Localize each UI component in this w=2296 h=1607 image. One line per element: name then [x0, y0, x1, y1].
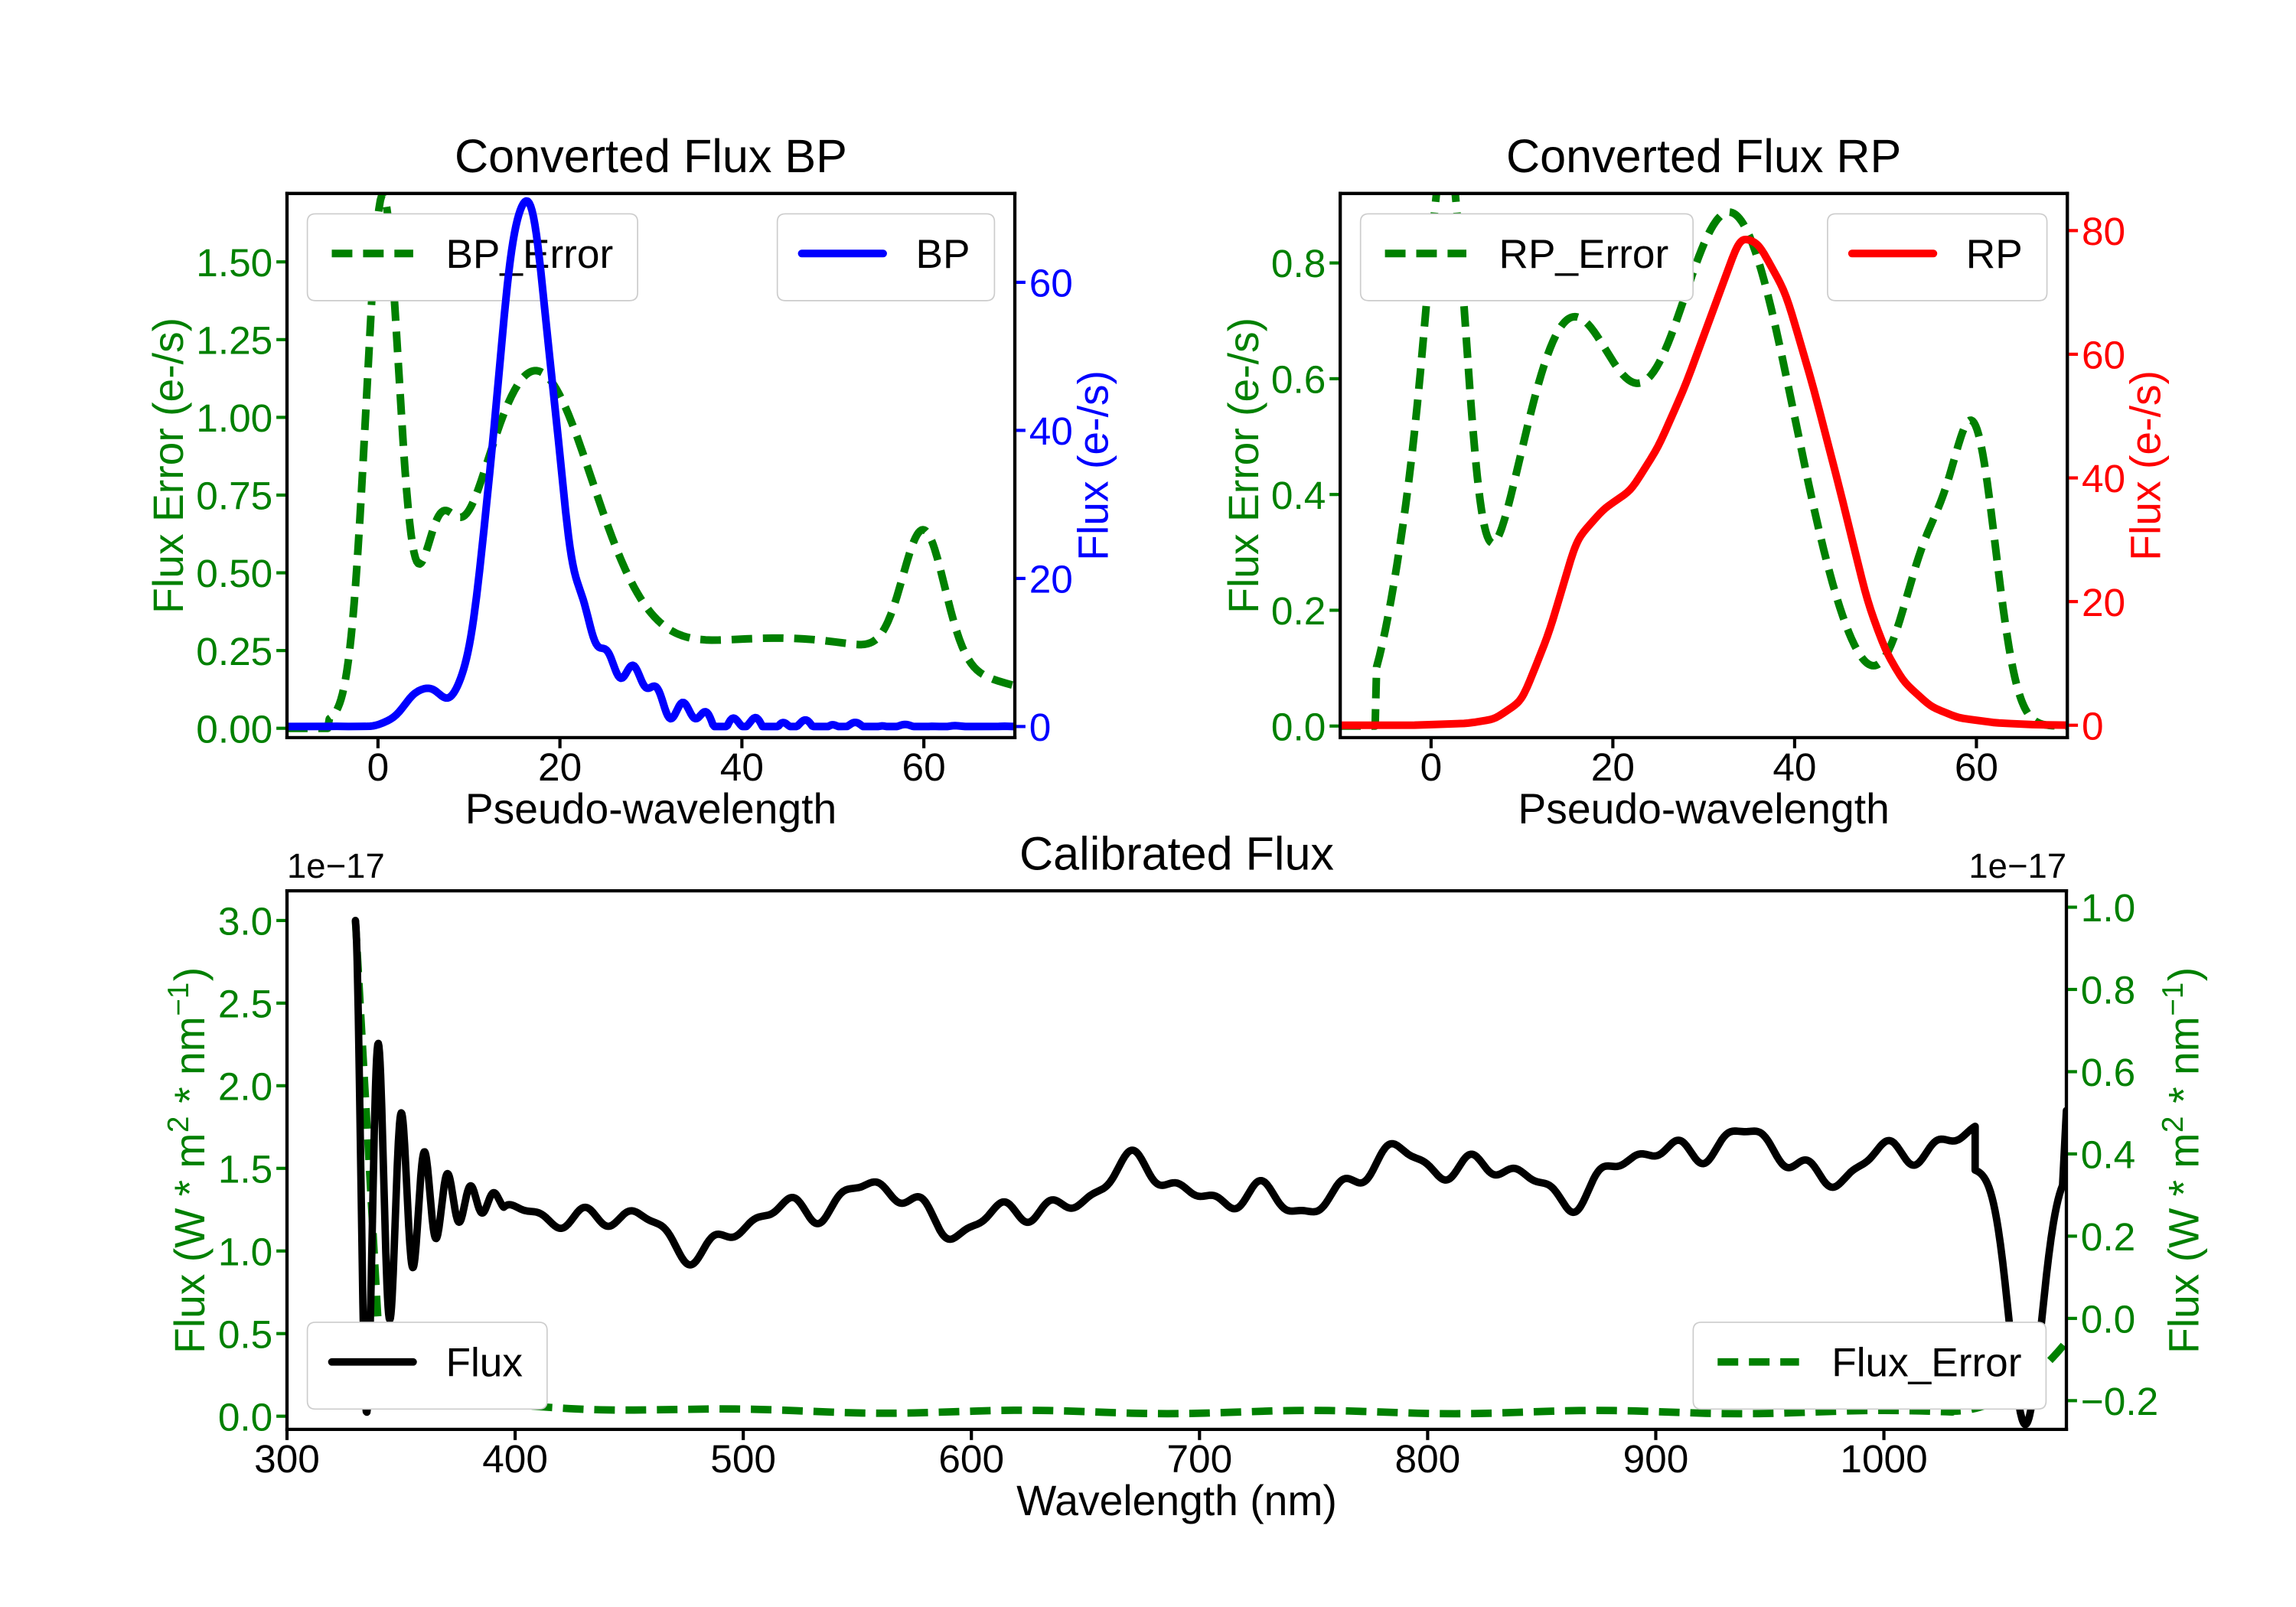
svg-text:Converted Flux RP: Converted Flux RP [1506, 130, 1901, 182]
svg-text:500: 500 [710, 1436, 776, 1481]
svg-text:0.8: 0.8 [1271, 241, 1326, 285]
svg-text:Flux Error (e-/s): Flux Error (e-/s) [145, 318, 192, 614]
svg-text:80: 80 [2082, 209, 2125, 253]
svg-text:0.6: 0.6 [2081, 1050, 2135, 1094]
svg-text:0.5: 0.5 [218, 1312, 272, 1356]
svg-text:20: 20 [1591, 745, 1635, 789]
svg-text:0: 0 [367, 745, 390, 789]
svg-text:700: 700 [1166, 1436, 1232, 1481]
svg-text:1000: 1000 [1840, 1436, 1927, 1481]
svg-text:Flux (e-/s): Flux (e-/s) [1070, 370, 1117, 561]
svg-text:Flux_Error: Flux_Error [1831, 1340, 2021, 1385]
svg-text:60: 60 [902, 745, 946, 789]
svg-text:1.50: 1.50 [196, 240, 272, 285]
svg-text:0.8: 0.8 [2081, 968, 2135, 1012]
svg-text:Flux: Flux [445, 1340, 523, 1385]
svg-text:60: 60 [1955, 745, 1998, 789]
svg-text:1.25: 1.25 [196, 318, 272, 362]
svg-text:0.2: 0.2 [2081, 1214, 2135, 1259]
svg-text:600: 600 [938, 1436, 1004, 1481]
svg-text:Pseudo-wavelength: Pseudo-wavelength [1518, 785, 1889, 833]
svg-text:−0.2: −0.2 [2081, 1379, 2158, 1423]
svg-text:0: 0 [1029, 705, 1052, 749]
svg-text:BP_Error: BP_Error [445, 232, 613, 277]
svg-text:0.4: 0.4 [1271, 473, 1326, 517]
svg-text:3.0: 3.0 [218, 899, 272, 944]
svg-text:20: 20 [538, 745, 582, 789]
svg-text:1 e − 1: 1 e − 1 7 [287, 846, 385, 885]
svg-text:40: 40 [720, 745, 764, 789]
svg-text:1.0: 1.0 [2081, 885, 2135, 930]
svg-text:20: 20 [2082, 580, 2125, 624]
svg-text:0.00: 0.00 [196, 706, 272, 751]
svg-text:Flux Error (e-/s): Flux Error (e-/s) [1220, 318, 1267, 614]
svg-text:F l u x: F l u x ( W * m * n m ) 2 − 1 [2157, 963, 2208, 1354]
svg-text:0.25: 0.25 [196, 629, 272, 673]
svg-text:Wavelength (nm): Wavelength (nm) [1016, 1477, 1337, 1524]
svg-text:0.0: 0.0 [218, 1394, 272, 1439]
svg-text:Flux (e-/s): Flux (e-/s) [2122, 370, 2170, 561]
svg-text:Converted Flux BP: Converted Flux BP [455, 130, 847, 182]
svg-text:60: 60 [2082, 333, 2125, 377]
svg-text:0: 0 [2082, 703, 2104, 748]
svg-text:1.5: 1.5 [218, 1146, 272, 1191]
svg-text:F l u x: F l u x ( W * m * n m ) 2 − 1 [162, 963, 214, 1354]
svg-text:800: 800 [1395, 1436, 1461, 1481]
svg-text:0.50: 0.50 [196, 551, 272, 595]
svg-text:60: 60 [1029, 261, 1073, 305]
svg-text:20: 20 [1029, 557, 1073, 601]
svg-text:900: 900 [1623, 1436, 1689, 1481]
svg-text:0.75: 0.75 [196, 474, 272, 518]
svg-text:40: 40 [1773, 745, 1816, 789]
svg-text:400: 400 [482, 1436, 548, 1481]
svg-text:Pseudo-wavelength: Pseudo-wavelength [465, 785, 837, 833]
svg-text:RP_Error: RP_Error [1499, 232, 1669, 277]
svg-text:0.0: 0.0 [2081, 1296, 2135, 1341]
svg-text:Calibrated Flux: Calibrated Flux [1019, 827, 1334, 879]
svg-text:0.0: 0.0 [1271, 704, 1326, 748]
svg-text:40: 40 [2082, 456, 2125, 500]
svg-text:1.0: 1.0 [218, 1229, 272, 1273]
svg-text:0: 0 [1420, 745, 1443, 789]
svg-text:0.4: 0.4 [2081, 1133, 2135, 1177]
svg-text:BP: BP [916, 232, 970, 277]
svg-text:2.5: 2.5 [218, 981, 272, 1025]
svg-text:40: 40 [1029, 409, 1073, 453]
svg-text:1.00: 1.00 [196, 396, 272, 440]
svg-text:RP: RP [1966, 232, 2023, 277]
svg-text:2.0: 2.0 [218, 1064, 272, 1108]
svg-text:1 e − 1: 1 e − 1 7 [1968, 846, 2066, 885]
svg-text:0.2: 0.2 [1271, 588, 1326, 633]
svg-text:0.6: 0.6 [1271, 357, 1326, 402]
svg-text:300: 300 [254, 1436, 320, 1481]
